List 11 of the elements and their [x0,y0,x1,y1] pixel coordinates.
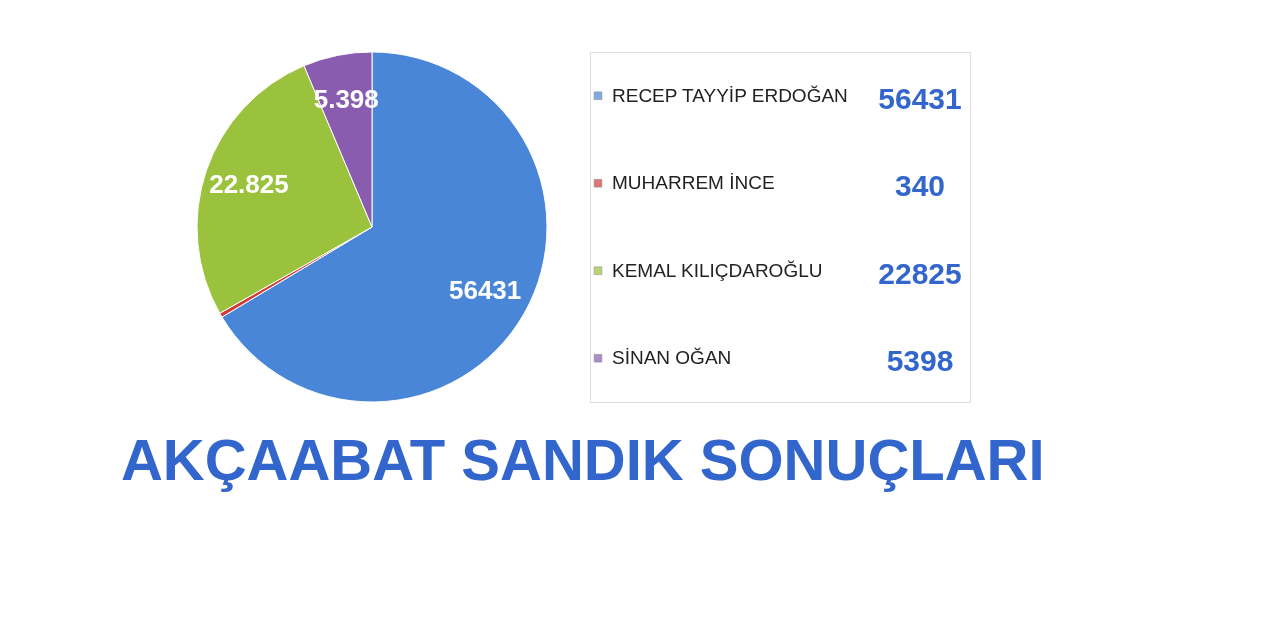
text: 340 [894,169,946,203]
legend-label: KEMAL KILIÇDAROĞLU [612,259,823,281]
text: 22825 [878,256,962,290]
legend-label: RECEP TAYYİP ERDOĞAN [612,84,848,106]
text: 5398 [886,344,954,378]
legend-label: MUHARREM İNCE [612,172,775,194]
legend-label: SİNAN OĞAN [612,347,732,369]
text: 56431 [878,81,962,115]
text: AKÇAABAT SANDIK SONUÇLARI [120,427,1045,492]
data-label: 22.825 [209,169,289,200]
data-label: 56431 [448,275,522,306]
